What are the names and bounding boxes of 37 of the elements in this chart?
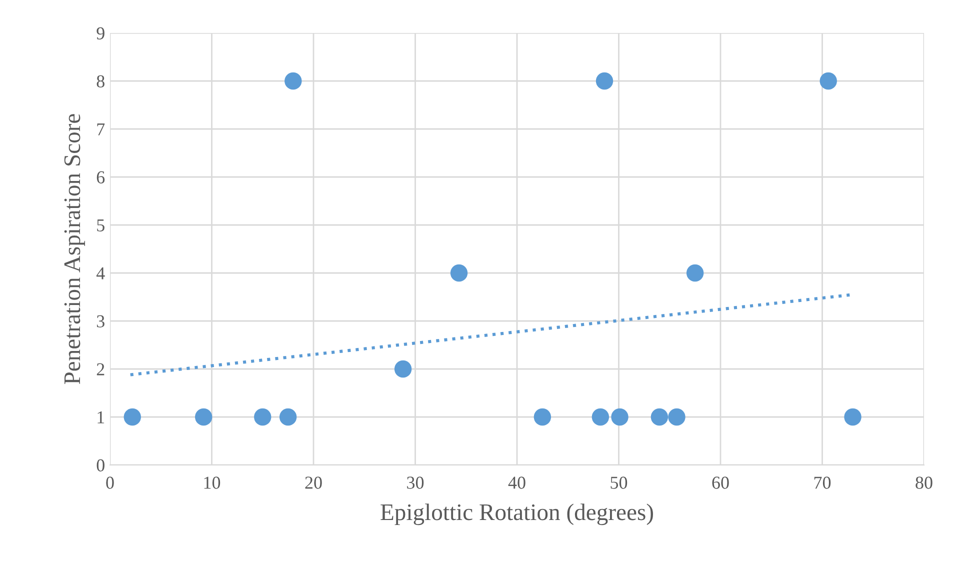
x-tick-label: 80 — [916, 476, 932, 489]
point — [592, 408, 610, 426]
point — [254, 408, 272, 426]
x-tick-label: 10 — [204, 476, 220, 489]
point — [668, 408, 686, 426]
point — [534, 408, 552, 426]
y-axis-title: Penetration Aspiration Score — [64, 114, 85, 384]
point — [194, 408, 212, 426]
y-tick-label: 8 — [96, 75, 104, 88]
point — [820, 72, 837, 90]
y-tick-label: 9 — [96, 27, 104, 40]
point — [124, 408, 141, 426]
y-tick-label: 4 — [96, 267, 105, 280]
y-tick-label: 1 — [98, 411, 104, 424]
x-tick-label: 20 — [305, 476, 322, 489]
x-tick-label: 30 — [407, 476, 424, 489]
y-tick-label: 6 — [96, 171, 105, 184]
y-tick-label: 7 — [97, 123, 105, 136]
point — [686, 264, 704, 282]
x-tick-label: 40 — [508, 476, 526, 489]
point — [844, 408, 862, 426]
y-tick-label: 2 — [96, 363, 104, 376]
point — [611, 408, 628, 426]
point — [450, 264, 468, 282]
x-tick-label: 50 — [610, 476, 628, 489]
y-tick-label: 3 — [96, 315, 104, 328]
point — [284, 72, 302, 90]
x-tick-label: 70 — [814, 476, 831, 489]
y-tick-label: 5 — [97, 219, 104, 232]
y-tick-label: 0 — [96, 459, 104, 472]
point — [596, 72, 614, 90]
x-axis-title: Epiglottic Rotation (degrees) — [380, 504, 653, 526]
point — [650, 408, 668, 426]
x-tick-label: 60 — [712, 476, 729, 489]
point — [394, 360, 412, 378]
x-tick-label: 0 — [106, 476, 114, 489]
point — [279, 408, 297, 426]
